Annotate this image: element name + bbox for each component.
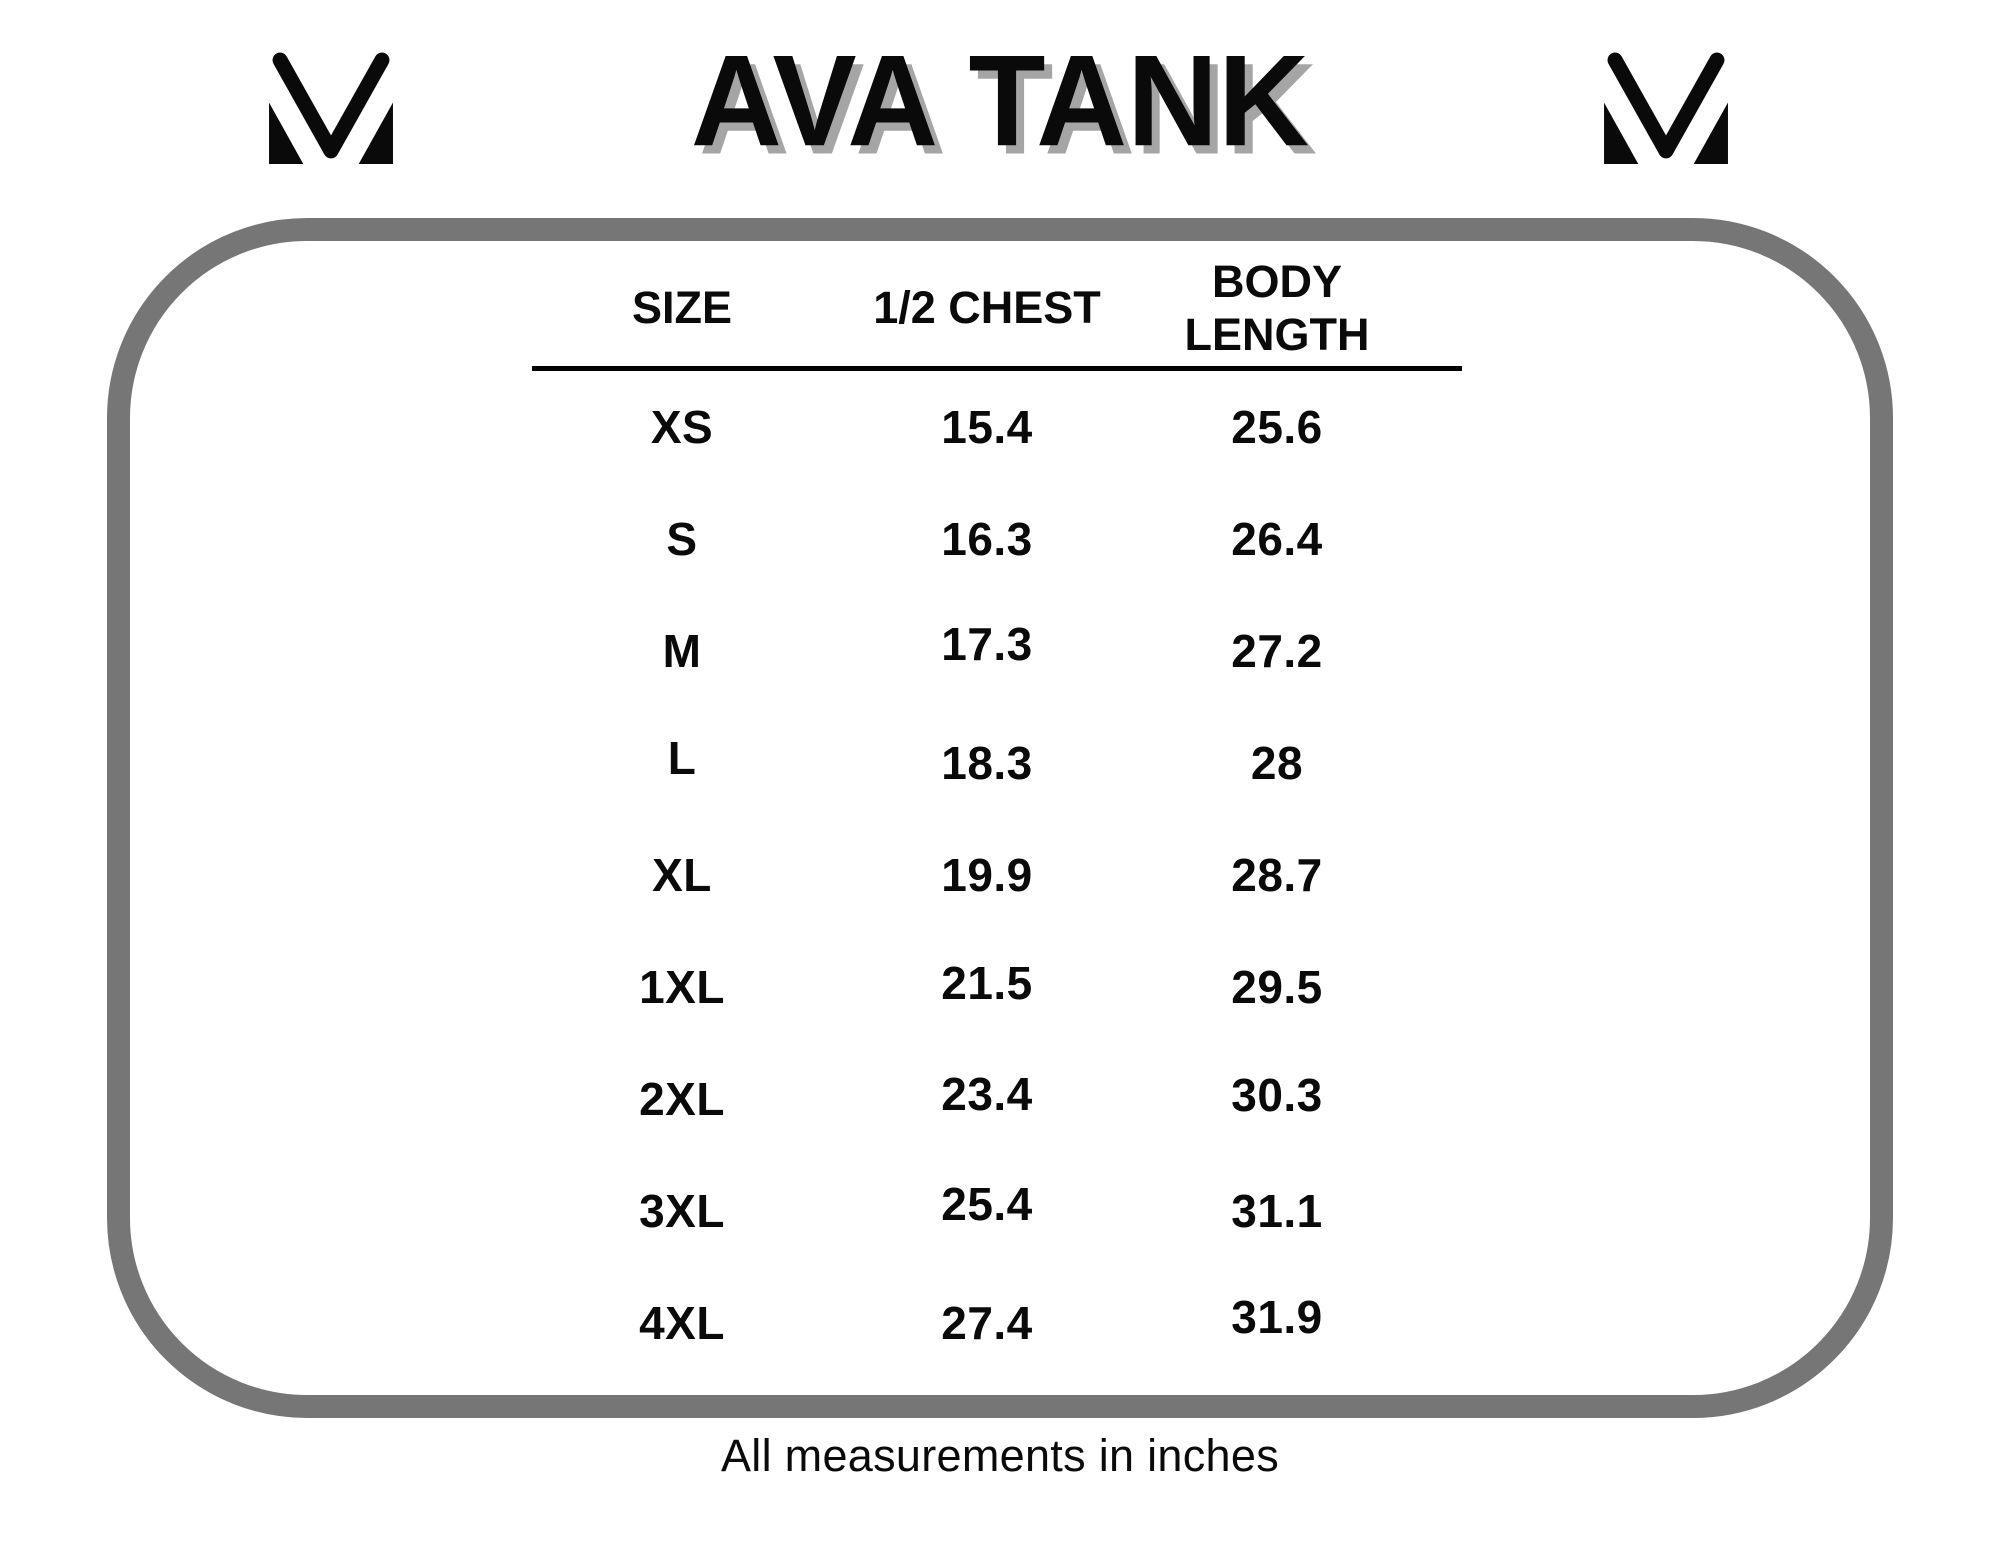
size-table: SIZE 1/2 CHEST BODY LENGTH XS 15.4 25.6 S 16… [522, 250, 1462, 1379]
half-chest-cell: 18.3 [941, 737, 1033, 789]
half-chest-cell: 17.3 [941, 618, 1033, 670]
body-length-cell: 27.2 [1231, 625, 1323, 677]
size-cell: L [667, 732, 697, 784]
header-underline [532, 366, 1462, 371]
table-row: XS 15.4 25.6 [522, 371, 1422, 483]
body-length-cell: 31.9 [1231, 1291, 1323, 1343]
body-length-cell: 26.4 [1231, 513, 1323, 565]
body-length-cell: 30.3 [1231, 1069, 1323, 1121]
table-row: 2XL 23.4 30.3 [522, 1043, 1422, 1155]
body-length-cell: 29.5 [1231, 961, 1323, 1013]
table-row: M 17.3 27.2 [522, 595, 1422, 707]
size-cell: 2XL [639, 1073, 725, 1125]
table-row: 1XL 21.5 29.5 [522, 931, 1422, 1043]
table-row: S 16.3 26.4 [522, 483, 1422, 595]
table-row: 3XL 25.4 31.1 [522, 1155, 1422, 1267]
mv-monogram-logo-icon [1604, 52, 1728, 164]
body-length-cell: 28.7 [1231, 849, 1323, 901]
table-row: XL 19.9 28.7 [522, 819, 1422, 931]
half-chest-cell: 23.4 [941, 1068, 1033, 1120]
half-chest-cell: 27.4 [941, 1297, 1033, 1349]
half-chest-cell: 25.4 [941, 1178, 1033, 1230]
size-cell: 1XL [639, 961, 725, 1013]
column-header-size: SIZE [631, 282, 733, 334]
half-chest-cell: 19.9 [941, 849, 1033, 901]
page-title: AVA TANK [690, 27, 1310, 174]
column-header-half-chest: 1/2 CHEST [873, 282, 1101, 334]
table-body: XS 15.4 25.6 S 16.3 26.4 M 17.3 27.2 L 18.3 28 XL 19.… [522, 371, 1422, 1379]
rounded-frame [107, 218, 1893, 1418]
size-cell: 3XL [639, 1185, 725, 1237]
measurement-note: All measurements in inches [720, 1430, 1280, 1481]
column-header-body-length: BODY LENGTH [1184, 255, 1370, 360]
half-chest-cell: 21.5 [941, 957, 1033, 1009]
half-chest-cell: 15.4 [941, 401, 1033, 453]
size-cell: S [666, 513, 698, 565]
body-length-cell: 25.6 [1231, 401, 1323, 453]
table-row: 4XL 27.4 31.9 [522, 1267, 1422, 1379]
table-header-row: SIZE 1/2 CHEST BODY LENGTH [522, 250, 1422, 366]
body-length-cell: 31.1 [1231, 1185, 1323, 1237]
body-length-cell: 28 [1250, 737, 1304, 789]
size-cell: 4XL [639, 1297, 725, 1349]
table-row: L 18.3 28 [522, 707, 1422, 819]
size-cell: M [662, 625, 702, 677]
half-chest-cell: 16.3 [941, 513, 1033, 565]
size-cell: XS [650, 401, 714, 453]
size-cell: XL [652, 849, 712, 901]
mv-monogram-logo-icon [269, 52, 393, 164]
